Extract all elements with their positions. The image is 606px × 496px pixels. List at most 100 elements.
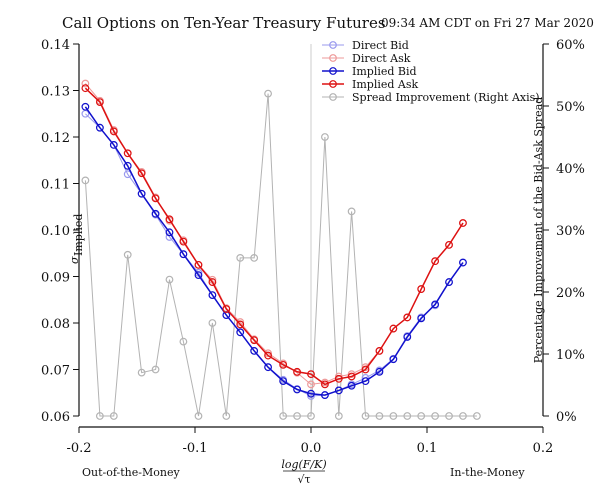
data-point — [431, 412, 440, 420]
left-tick-label: 0.11 — [41, 178, 70, 193]
data-point — [109, 141, 118, 149]
right-tick-label: 40% — [556, 162, 585, 177]
data-point — [137, 368, 146, 377]
data-point — [431, 257, 440, 266]
data-point — [208, 319, 217, 327]
left-tick-label: 0.10 — [41, 224, 70, 239]
data-point — [417, 412, 426, 420]
data-point — [123, 170, 132, 179]
data-point — [123, 149, 132, 158]
right-tick-label: 10% — [556, 348, 585, 363]
data-point — [347, 207, 356, 216]
data-point — [165, 275, 174, 284]
data-point — [459, 219, 467, 227]
series-implied-bid — [81, 102, 467, 399]
left-tick-label: 0.12 — [41, 131, 70, 146]
data-point — [279, 412, 288, 420]
legend-item-implied-bid: Implied Bid — [322, 65, 417, 78]
data-point — [179, 337, 188, 346]
data-point — [264, 349, 272, 358]
series-layer — [81, 79, 481, 420]
bottom-tick-label: -0.2 — [66, 441, 91, 456]
left-tick-label: 0.07 — [41, 364, 70, 379]
data-point — [194, 260, 203, 269]
data-point — [81, 102, 90, 111]
bottom-tick-label: -0.1 — [182, 441, 207, 456]
data-point — [109, 412, 118, 420]
data-point — [334, 412, 343, 420]
data-point — [389, 324, 398, 333]
data-point — [236, 320, 245, 329]
series-line — [84, 106, 464, 396]
data-point — [334, 372, 343, 381]
data-point — [334, 374, 343, 383]
data-point — [403, 313, 412, 322]
data-point — [445, 412, 453, 420]
data-point — [81, 84, 90, 93]
left-axis-ticks: 0.06 0.07 0.08 0.09 0.10 0.11 0.12 0.13 0.14 — [41, 38, 79, 425]
data-point — [375, 367, 384, 376]
data-point — [321, 391, 329, 399]
data-point — [123, 250, 132, 259]
legend-label: Direct Bid — [352, 39, 409, 52]
bottom-axis-ticks: -0.2 -0.1 0.0 0.1 0.2 — [66, 427, 553, 456]
data-point — [250, 336, 259, 345]
data-point — [208, 278, 217, 286]
data-point — [194, 271, 203, 280]
data-point — [137, 169, 146, 178]
data-point — [264, 363, 272, 372]
data-point — [389, 412, 398, 420]
legend-label: Implied Bid — [352, 65, 417, 78]
data-point — [179, 250, 188, 259]
right-axis-label: Percentage Improvement of the Bid-Ask Sp… — [532, 97, 545, 364]
data-point — [307, 412, 315, 420]
x-axis-label-denominator: √τ — [297, 473, 310, 486]
data-point — [389, 355, 398, 364]
x-axis-label-right: In-the-Money — [450, 466, 525, 479]
data-point — [361, 377, 370, 386]
series-implied-ask — [81, 84, 467, 389]
data-point — [236, 253, 245, 262]
data-point — [222, 305, 231, 313]
data-point — [417, 314, 426, 323]
series-line — [84, 87, 464, 386]
series-spread-improvement-right-axis — [81, 89, 481, 420]
data-point — [179, 237, 188, 246]
legend-swatch-marker — [329, 67, 337, 75]
data-point — [293, 367, 301, 376]
y-axis-symbol: σ — [68, 256, 81, 264]
legend-item-direct-bid: Direct Bid — [322, 39, 409, 52]
data-point — [347, 372, 356, 381]
data-point — [165, 215, 174, 224]
data-point — [95, 98, 104, 107]
data-point — [445, 278, 453, 286]
right-tick-label: 0% — [556, 410, 577, 425]
chart-title: Call Options on Ten-Year Treasury Future… — [62, 14, 386, 32]
right-tick-label: 60% — [556, 38, 585, 53]
data-point — [264, 351, 272, 360]
right-tick-label: 30% — [556, 224, 585, 239]
timestamp: 09:34 AM CDT on Fri 27 Mar 2020 — [381, 16, 594, 30]
data-point — [109, 127, 118, 136]
data-point — [81, 176, 90, 185]
series-line — [85, 113, 464, 397]
data-point — [321, 133, 329, 141]
data-point — [307, 389, 315, 398]
legend-swatch-marker — [329, 54, 337, 62]
x-axis-label-left: Out-of-the-Money — [82, 466, 180, 479]
data-point — [81, 109, 90, 118]
data-point — [151, 209, 160, 218]
data-point — [321, 380, 329, 389]
data-point — [361, 363, 370, 372]
legend-label: Implied Ask — [352, 78, 418, 91]
legend-item-implied-ask: Implied Ask — [322, 78, 418, 91]
right-axis-ticks: 0% 10% 20% 30% 40% 50% 60% — [543, 38, 585, 425]
data-point — [375, 347, 384, 355]
data-point — [222, 412, 231, 420]
data-point — [361, 412, 370, 420]
data-point — [250, 253, 259, 262]
data-point — [293, 412, 301, 420]
legend-swatch-marker — [329, 93, 337, 101]
